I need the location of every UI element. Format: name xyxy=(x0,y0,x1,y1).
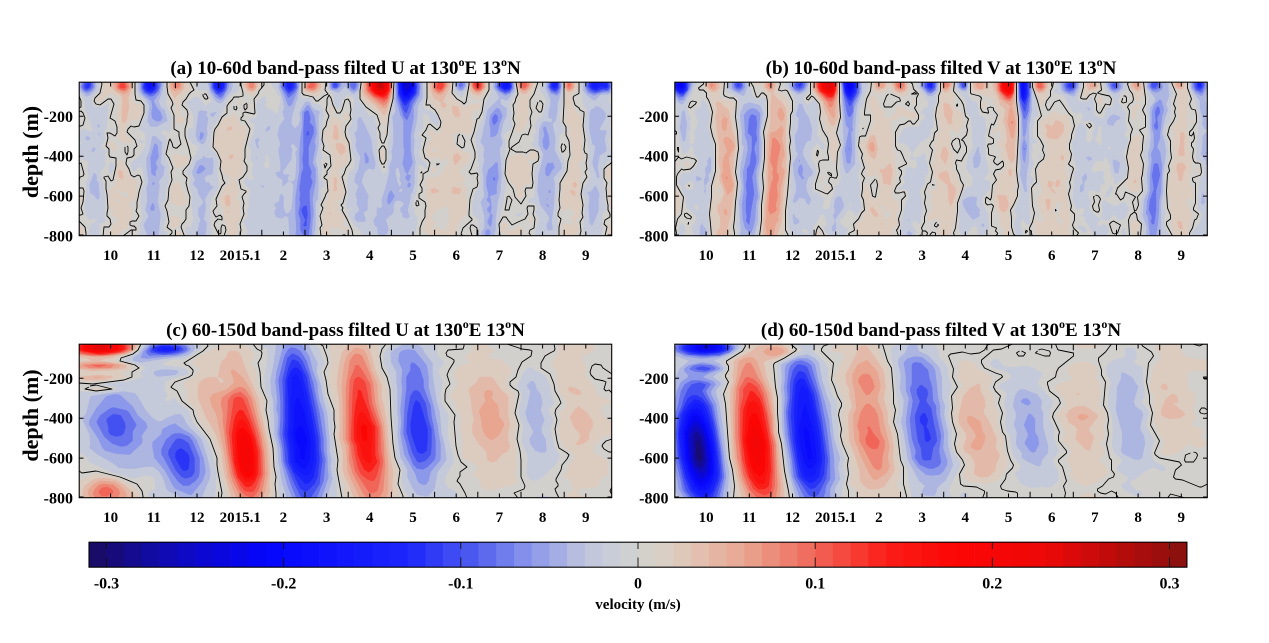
svg-text:0.3: 0.3 xyxy=(1160,576,1180,593)
svg-text:3: 3 xyxy=(918,248,926,264)
svg-text:-400: -400 xyxy=(44,149,73,166)
svg-text:-0.3: -0.3 xyxy=(94,576,119,593)
svg-text:10: 10 xyxy=(103,510,118,526)
svg-text:-200: -200 xyxy=(44,371,73,388)
svg-text:9: 9 xyxy=(1178,248,1186,264)
svg-text:3: 3 xyxy=(323,510,331,526)
svg-text:-800: -800 xyxy=(44,229,73,246)
svg-text:11: 11 xyxy=(147,510,161,526)
svg-text:10: 10 xyxy=(699,248,714,264)
svg-text:5: 5 xyxy=(1005,248,1013,264)
svg-text:9: 9 xyxy=(1178,510,1186,526)
svg-text:7: 7 xyxy=(1091,510,1099,526)
svg-text:-600: -600 xyxy=(44,189,73,206)
svg-text:12: 12 xyxy=(785,510,800,526)
svg-text:9: 9 xyxy=(582,248,590,264)
svg-text:6: 6 xyxy=(452,248,460,264)
svg-text:4: 4 xyxy=(962,510,970,526)
svg-text:-600: -600 xyxy=(639,451,668,468)
svg-text:2015.1: 2015.1 xyxy=(815,510,856,526)
svg-text:(c) 60-150d band-pass filted U: (c) 60-150d band-pass filted U at 130oE … xyxy=(166,317,525,341)
svg-text:-200: -200 xyxy=(44,109,73,126)
svg-text:-0.1: -0.1 xyxy=(448,576,473,593)
svg-text:8: 8 xyxy=(1134,510,1142,526)
svg-text:-400: -400 xyxy=(639,149,668,166)
svg-text:depth (m): depth (m) xyxy=(18,106,43,198)
svg-text:0.1: 0.1 xyxy=(805,576,825,593)
svg-text:8: 8 xyxy=(539,510,547,526)
svg-text:7: 7 xyxy=(496,248,504,264)
svg-text:7: 7 xyxy=(1091,248,1099,264)
svg-text:-800: -800 xyxy=(639,229,668,246)
svg-text:-400: -400 xyxy=(639,411,668,428)
svg-text:5: 5 xyxy=(409,510,417,526)
svg-text:12: 12 xyxy=(785,248,800,264)
svg-text:-800: -800 xyxy=(44,491,73,508)
svg-text:0: 0 xyxy=(634,576,642,593)
svg-text:12: 12 xyxy=(190,510,205,526)
svg-text:(d) 60-150d band-pass filted V: (d) 60-150d band-pass filted V at 130oE … xyxy=(761,317,1122,341)
svg-text:2: 2 xyxy=(280,510,288,526)
svg-text:2015.1: 2015.1 xyxy=(220,248,261,264)
svg-text:6: 6 xyxy=(452,510,460,526)
svg-text:(a) 10-60d band-pass filted U: (a) 10-60d band-pass filted U at 130oE 1… xyxy=(170,55,521,79)
svg-text:7: 7 xyxy=(496,510,504,526)
svg-text:11: 11 xyxy=(147,248,161,264)
svg-text:2015.1: 2015.1 xyxy=(220,510,261,526)
svg-text:10: 10 xyxy=(699,510,714,526)
svg-text:-200: -200 xyxy=(639,371,668,388)
svg-text:-600: -600 xyxy=(44,451,73,468)
svg-text:5: 5 xyxy=(1005,510,1013,526)
svg-text:3: 3 xyxy=(918,510,926,526)
svg-text:-200: -200 xyxy=(639,109,668,126)
svg-text:2015.1: 2015.1 xyxy=(815,248,856,264)
svg-text:8: 8 xyxy=(1134,248,1142,264)
svg-text:depth (m): depth (m) xyxy=(18,369,43,461)
svg-text:4: 4 xyxy=(366,510,374,526)
svg-text:0.2: 0.2 xyxy=(982,576,1002,593)
svg-text:-400: -400 xyxy=(44,411,73,428)
svg-text:4: 4 xyxy=(962,248,970,264)
svg-text:5: 5 xyxy=(409,248,417,264)
svg-text:(b) 10-60d band-pass filted V: (b) 10-60d band-pass filted V at 130oE 1… xyxy=(766,55,1117,79)
svg-text:2: 2 xyxy=(280,248,288,264)
svg-text:3: 3 xyxy=(323,248,331,264)
svg-text:2: 2 xyxy=(875,248,883,264)
svg-text:6: 6 xyxy=(1048,248,1056,264)
svg-text:2: 2 xyxy=(875,510,883,526)
svg-text:11: 11 xyxy=(742,510,756,526)
svg-text:-600: -600 xyxy=(639,189,668,206)
svg-text:4: 4 xyxy=(366,248,374,264)
svg-text:6: 6 xyxy=(1048,510,1056,526)
svg-text:12: 12 xyxy=(190,248,205,264)
svg-text:10: 10 xyxy=(103,248,118,264)
svg-text:-0.2: -0.2 xyxy=(271,576,296,593)
svg-text:-800: -800 xyxy=(639,491,668,508)
svg-text:11: 11 xyxy=(742,248,756,264)
svg-text:8: 8 xyxy=(539,248,547,264)
svg-text:velocity (m/s): velocity (m/s) xyxy=(595,597,680,613)
svg-text:9: 9 xyxy=(582,510,590,526)
